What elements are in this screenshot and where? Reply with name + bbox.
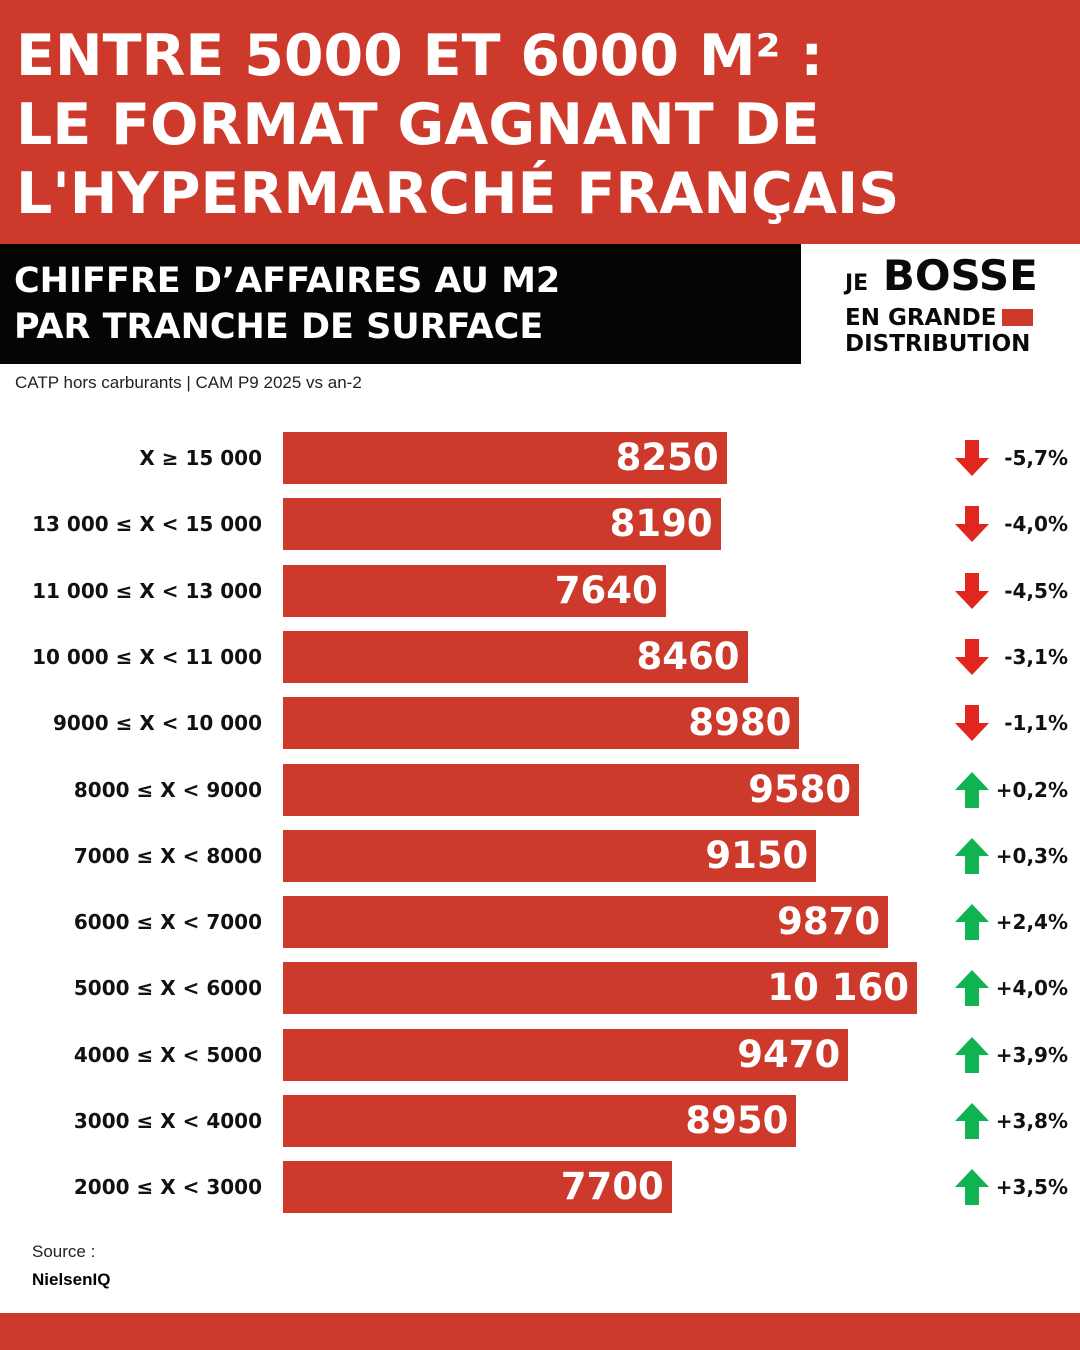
bar: 8460 [283,630,748,683]
category-label: 13 000 ≤ X < 15 000 [32,512,262,537]
bar-value-label: 9580 [748,767,852,811]
bar: 9470 [283,1028,849,1081]
category-label: 2000 ≤ X < 3000 [73,1175,262,1200]
category-label: 10 000 ≤ X < 11 000 [32,644,262,669]
title-line: ENTRE 5000 ET 6000 M² : [16,23,824,89]
category-label: 3000 ≤ X < 4000 [73,1109,262,1133]
arrow-up-icon [955,970,989,1007]
bar: 9580 [283,763,860,816]
source-name: NielsenIQ [32,1270,111,1289]
bar: 7640 [283,564,666,617]
chart-row: 11 000 ≤ X < 13 000 7640 -4,5% [0,564,1080,617]
chart-note: CATP hors carburants | CAM P9 2025 vs an… [15,373,362,392]
chart-row: 7000 ≤ X < 8000 9150 +0,3% [0,829,1080,882]
change-label: -3,1% [1004,644,1068,669]
category-label: 9000 ≤ X < 10 000 [53,711,262,736]
bar: 8250 [283,432,727,484]
chart-row: 8000 ≤ X < 9000 9580 +0,2% [0,763,1080,816]
change-label: -5,7% [1004,446,1068,470]
bar: 8190 [283,498,721,551]
arrow-down-icon [955,506,989,543]
change-label: +3,5% [995,1175,1068,1200]
arrow-up-icon [955,1103,989,1139]
change-label: -4,0% [1004,512,1068,537]
category-label: 8000 ≤ X < 9000 [73,777,262,802]
arrow-down-icon [955,440,989,476]
arrow-up-icon [955,1169,989,1206]
chart-row: 9000 ≤ X < 10 000 8980 -1,1% [0,697,1080,750]
bar: 9150 [283,829,817,882]
logo-line2: EN GRANDE [845,305,997,331]
bar: 9870 [283,896,889,949]
bar-value-label: 8250 [615,436,719,479]
bar-value-label: 9150 [705,833,809,877]
change-label: +0,2% [995,777,1068,802]
change-label: +2,4% [995,910,1068,935]
chart-row: 13 000 ≤ X < 15 000 8190 -4,0% [0,498,1080,551]
category-label: 7000 ≤ X < 8000 [73,843,262,868]
chart-row: 10 000 ≤ X < 11 000 8460 -3,1% [0,630,1080,683]
subtitle-line: PAR TRANCHE DE SURFACE [14,307,544,347]
subtitle-banner: CHIFFRE D’AFFAIRES AU M2 PAR TRANCHE DE … [0,244,801,364]
source: Source : NielsenIQ [32,1238,110,1294]
change-label: +3,9% [995,1042,1068,1067]
category-label: 11 000 ≤ X < 13 000 [32,578,262,603]
category-label: 5000 ≤ X < 6000 [73,976,262,1001]
title-line: LE FORMAT GAGNANT DE [16,92,820,158]
chart-row: 6000 ≤ X < 7000 9870 +2,4% [0,896,1080,949]
bar-value-label: 8190 [609,502,713,546]
bar: 8950 [283,1095,797,1147]
logo: JE BOSSE EN GRANDE DISTRIBUTION [845,255,1045,358]
bar-value-label: 9870 [777,900,881,944]
arrow-up-icon [955,1036,989,1073]
title-line: L'HYPERMARCHÉ FRANÇAIS [16,161,900,227]
bar: 7700 [283,1161,672,1214]
arrow-down-icon [955,705,989,742]
footer-band [0,1313,1080,1350]
bar: 8980 [283,697,800,750]
arrow-up-icon [955,771,989,808]
change-label: -4,5% [1004,578,1068,603]
subtitle-line: CHIFFRE D’AFFAIRES AU M2 [14,261,561,301]
bar-value-label: 8980 [688,701,792,745]
source-label: Source : [32,1242,96,1261]
arrow-up-icon [955,904,989,941]
arrow-up-icon [955,837,989,874]
category-label: 6000 ≤ X < 7000 [73,910,262,935]
chart-row: 4000 ≤ X < 5000 9470 +3,9% [0,1028,1080,1081]
arrow-down-icon [955,638,989,675]
bar-value-label: 8950 [685,1099,789,1142]
logo-square [1002,309,1034,326]
change-label: -1,1% [1004,711,1068,736]
bar-value-label: 7640 [554,568,658,612]
category-label: 4000 ≤ X < 5000 [73,1042,262,1067]
bar: 10 160 [283,962,917,1015]
bar-value-label: 9470 [737,1032,841,1076]
chart-row: 3000 ≤ X < 4000 8950 +3,8% [0,1095,1080,1147]
category-label: X ≥ 15 000 [139,446,262,470]
bar-value-label: 8460 [636,634,740,678]
arrow-down-icon [955,572,989,609]
logo-bosse: BOSSE [882,251,1038,300]
chart-row: X ≥ 15 000 8250 -5,7% [0,432,1080,484]
chart-row: 2000 ≤ X < 3000 7700 +3,5% [0,1161,1080,1214]
change-label: +3,8% [995,1109,1068,1133]
logo-line3: DISTRIBUTION [845,331,1031,357]
change-label: +4,0% [995,976,1068,1001]
header-banner: ENTRE 5000 ET 6000 M² : LE FORMAT GAGNAN… [0,0,1080,244]
bar-value-label: 10 160 [767,966,909,1010]
logo-je: JE [845,271,869,296]
chart-row: 5000 ≤ X < 6000 10 160 +4,0% [0,962,1080,1015]
bar-value-label: 7700 [560,1165,664,1209]
change-label: +0,3% [995,843,1068,868]
